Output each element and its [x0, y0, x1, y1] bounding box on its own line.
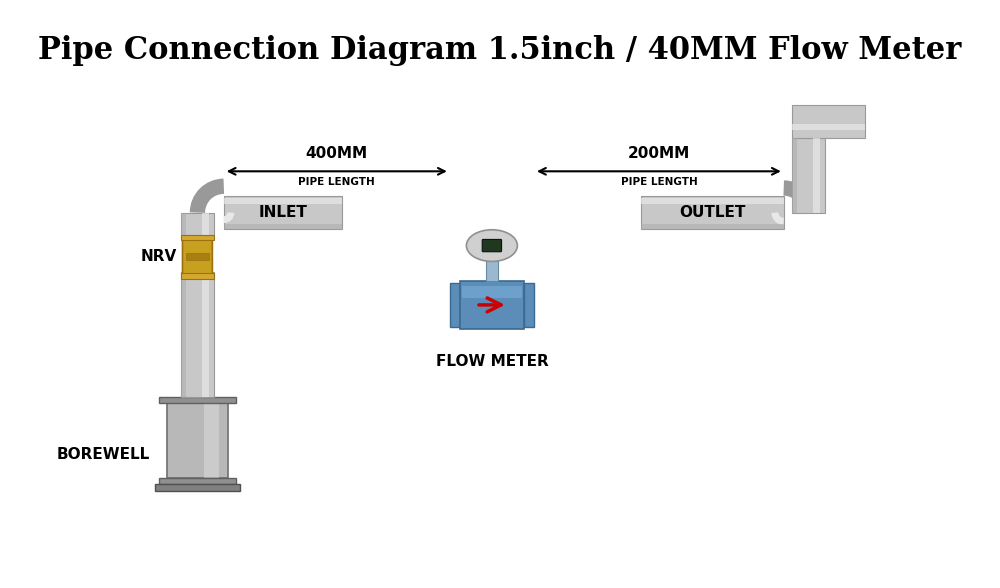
- Bar: [460, 280, 524, 329]
- Bar: [159, 478, 236, 485]
- Text: OUTLET: OUTLET: [679, 205, 746, 220]
- Bar: [792, 105, 865, 138]
- Bar: [792, 123, 865, 129]
- Bar: [462, 286, 522, 298]
- Ellipse shape: [466, 230, 517, 262]
- Text: 400MM: 400MM: [306, 146, 368, 161]
- Bar: [181, 235, 214, 240]
- Bar: [641, 198, 784, 204]
- Bar: [204, 403, 219, 478]
- Bar: [224, 198, 342, 204]
- Bar: [167, 403, 228, 478]
- FancyBboxPatch shape: [182, 238, 212, 275]
- Text: BOREWELL: BOREWELL: [57, 447, 150, 462]
- Text: Pipe Connection Diagram 1.5inch / 40MM Flow Meter: Pipe Connection Diagram 1.5inch / 40MM F…: [38, 35, 962, 66]
- Bar: [813, 138, 820, 213]
- Bar: [792, 138, 825, 213]
- Bar: [792, 138, 797, 213]
- Text: INLET: INLET: [259, 205, 308, 220]
- Text: 200MM: 200MM: [628, 146, 690, 161]
- Bar: [224, 196, 342, 229]
- Text: PIPE LENGTH: PIPE LENGTH: [621, 176, 697, 186]
- Bar: [486, 262, 498, 280]
- Bar: [155, 485, 240, 491]
- Bar: [186, 253, 209, 260]
- Bar: [224, 224, 342, 229]
- Bar: [524, 283, 534, 327]
- Bar: [181, 272, 214, 397]
- Bar: [641, 196, 784, 229]
- Text: NRV: NRV: [141, 249, 177, 264]
- Bar: [181, 213, 214, 235]
- Bar: [202, 272, 209, 397]
- Text: PIPE LENGTH: PIPE LENGTH: [298, 176, 375, 186]
- Bar: [181, 273, 214, 279]
- Bar: [450, 283, 460, 327]
- Bar: [202, 213, 209, 235]
- Bar: [641, 224, 784, 229]
- Bar: [181, 213, 186, 235]
- Bar: [159, 397, 236, 403]
- Text: FLOW METER: FLOW METER: [436, 354, 548, 369]
- FancyBboxPatch shape: [482, 239, 502, 252]
- Bar: [181, 272, 186, 397]
